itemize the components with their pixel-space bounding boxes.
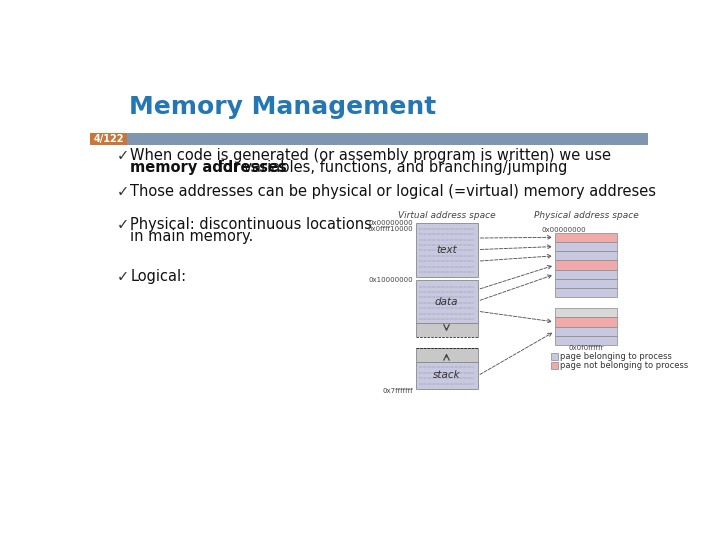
Text: Logical:: Logical: bbox=[130, 269, 186, 284]
Bar bbox=[551, 353, 558, 360]
Bar bbox=[551, 362, 558, 369]
Bar bbox=[555, 288, 617, 298]
Text: ✓: ✓ bbox=[117, 218, 130, 232]
Bar bbox=[415, 280, 477, 323]
Bar bbox=[415, 336, 477, 348]
Bar bbox=[555, 336, 617, 345]
Text: page belonging to process: page belonging to process bbox=[560, 352, 672, 361]
Bar bbox=[555, 242, 617, 251]
Text: data: data bbox=[435, 296, 458, 307]
Bar bbox=[555, 251, 617, 260]
Bar bbox=[555, 233, 617, 242]
Text: 0x0f0fffffr: 0x0f0fffffr bbox=[568, 345, 604, 351]
Bar bbox=[555, 269, 617, 279]
Bar bbox=[555, 318, 617, 327]
Bar bbox=[555, 308, 617, 318]
Text: page not belonging to process: page not belonging to process bbox=[560, 361, 688, 370]
Text: 0x10000000: 0x10000000 bbox=[369, 278, 413, 284]
Text: text: text bbox=[436, 245, 457, 254]
Bar bbox=[127, 132, 648, 145]
Bar bbox=[555, 260, 617, 269]
Text: Virtual address space: Virtual address space bbox=[397, 211, 495, 220]
Text: ✓: ✓ bbox=[117, 184, 130, 199]
Bar bbox=[415, 323, 477, 336]
Bar bbox=[415, 362, 477, 389]
Text: When code is generated (or assembly program is written) we use: When code is generated (or assembly prog… bbox=[130, 148, 611, 163]
Text: Memory Management: Memory Management bbox=[129, 95, 436, 119]
Text: ✓: ✓ bbox=[117, 269, 130, 284]
Bar bbox=[555, 327, 617, 336]
Text: Those addresses can be physical or logical (=virtual) memory addreses: Those addresses can be physical or logic… bbox=[130, 184, 657, 199]
Text: Physical: discontinuous locations: Physical: discontinuous locations bbox=[130, 218, 372, 232]
Text: for variables, functions, and branching/jumping: for variables, functions, and branching/… bbox=[214, 160, 567, 175]
Text: 0x00000000: 0x00000000 bbox=[541, 227, 586, 233]
Text: memory addresses: memory addresses bbox=[130, 160, 287, 175]
Bar bbox=[415, 348, 477, 362]
Bar bbox=[555, 279, 617, 288]
Text: 0x00000000: 0x00000000 bbox=[369, 220, 413, 226]
Text: ✓: ✓ bbox=[117, 148, 130, 163]
Bar bbox=[90, 132, 127, 145]
Text: 0x7fffffff: 0x7fffffff bbox=[382, 388, 413, 394]
Text: in main memory.: in main memory. bbox=[130, 229, 253, 244]
Text: stack: stack bbox=[433, 370, 460, 381]
Text: 4/122: 4/122 bbox=[94, 134, 124, 144]
Text: Physical address space: Physical address space bbox=[534, 211, 639, 220]
Text: 0x0ffff10000: 0x0ffff10000 bbox=[367, 226, 413, 232]
Bar bbox=[415, 222, 477, 276]
